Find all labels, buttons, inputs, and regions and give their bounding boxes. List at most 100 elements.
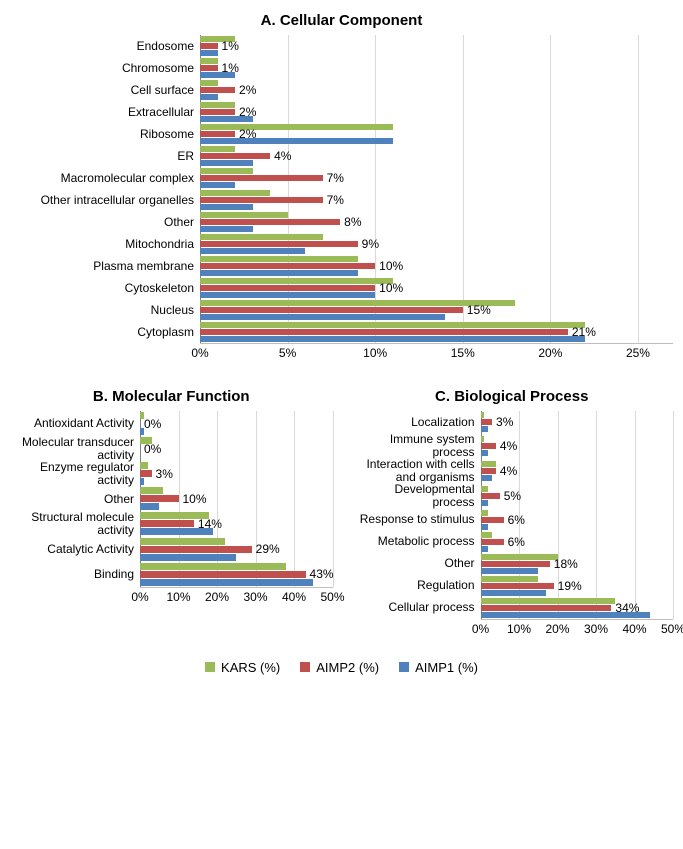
bar-group: 0% xyxy=(140,436,333,461)
category-label: Localization xyxy=(351,411,481,433)
bar-group: 10% xyxy=(200,277,673,299)
bar-track-aimp1 xyxy=(200,226,673,232)
category-label: Nucleus xyxy=(10,299,200,321)
bar-aimp2: 10% xyxy=(200,285,375,291)
bar-group: 9% xyxy=(200,233,673,255)
bar-kars xyxy=(481,461,496,467)
bar-track-kars xyxy=(200,300,673,306)
chart-molecular-function: B. Molecular Function Antioxidant Activi… xyxy=(10,388,333,606)
bar-track-kars xyxy=(200,322,673,328)
legend-label: AIMP1 (%) xyxy=(415,660,478,675)
bar-track-aimp1 xyxy=(481,568,674,574)
bar-group: 18% xyxy=(481,553,674,575)
category-label: Other xyxy=(10,211,200,233)
bar-kars xyxy=(200,146,235,152)
bar-group: 1% xyxy=(200,35,673,57)
bar-track-aimp2: 2% xyxy=(200,131,673,137)
bar-track-aimp2: 9% xyxy=(200,241,673,247)
category-row: Regulation19% xyxy=(351,575,674,597)
category-label: Other xyxy=(10,486,140,511)
bar-track-kars xyxy=(140,563,333,570)
bar-group: 7% xyxy=(200,167,673,189)
category-row: Immune system process4% xyxy=(351,433,674,458)
bar-aimp1 xyxy=(481,426,489,432)
bar-aimp1 xyxy=(481,568,539,574)
category-row: Plasma membrane10% xyxy=(10,255,673,277)
bar-group: 14% xyxy=(140,511,333,536)
bar-track-aimp2: 2% xyxy=(200,109,673,115)
bar-group: 8% xyxy=(200,211,673,233)
bar-group: 10% xyxy=(140,486,333,511)
category-label: Plasma membrane xyxy=(10,255,200,277)
bar-aimp2: 3% xyxy=(481,419,493,425)
legend-label: KARS (%) xyxy=(221,660,280,675)
category-label: Mitochondria xyxy=(10,233,200,255)
x-tick: 0% xyxy=(472,622,489,636)
bar-track-aimp2: 10% xyxy=(200,263,673,269)
bar-track-aimp1 xyxy=(200,336,673,342)
rows: Antioxidant Activity0%Molecular transduc… xyxy=(10,411,333,587)
category-row: Developmental process5% xyxy=(351,483,674,508)
bar-kars xyxy=(481,576,539,582)
category-row: Other8% xyxy=(10,211,673,233)
x-tick: 25% xyxy=(626,346,650,360)
bar-aimp2: 14% xyxy=(140,520,194,527)
x-tick: 20% xyxy=(538,346,562,360)
bar-track-aimp1 xyxy=(200,160,673,166)
bar-track-aimp2: 4% xyxy=(481,468,674,474)
bar-group: 6% xyxy=(481,509,674,531)
bar-aimp2: 18% xyxy=(481,561,550,567)
bar-track-kars xyxy=(140,487,333,494)
category-label: Catalytic Activity xyxy=(10,537,140,562)
bar-aimp2: 7% xyxy=(200,175,323,181)
bar-group: 7% xyxy=(200,189,673,211)
category-row: Cell surface2% xyxy=(10,79,673,101)
category-row: Molecular transducer activity0% xyxy=(10,436,333,461)
bar-aimp2: 4% xyxy=(481,443,496,449)
category-label: Antioxidant Activity xyxy=(10,411,140,436)
legend-item-aimp1: AIMP1 (%) xyxy=(399,660,478,675)
bar-aimp1 xyxy=(200,314,445,320)
bar-aimp1 xyxy=(200,116,253,122)
x-tick: 40% xyxy=(622,622,646,636)
category-row: Other intracellular organelles7% xyxy=(10,189,673,211)
bar-track-aimp1 xyxy=(481,450,674,456)
bar-track-aimp2: 1% xyxy=(200,43,673,49)
category-row: Cellular process34% xyxy=(351,597,674,619)
category-row: Mitochondria9% xyxy=(10,233,673,255)
rows: Endosome1%Chromosome1%Cell surface2%Extr… xyxy=(10,35,673,343)
bar-aimp1 xyxy=(481,590,546,596)
bar-kars xyxy=(481,532,493,538)
bar-group: 1% xyxy=(200,57,673,79)
bar-track-aimp2: 8% xyxy=(200,219,673,225)
bar-aimp1 xyxy=(200,226,253,232)
bar-kars xyxy=(200,256,358,262)
bar-group: 2% xyxy=(200,123,673,145)
bar-track-kars xyxy=(200,80,673,86)
bar-track-aimp2: 4% xyxy=(200,153,673,159)
bar-kars xyxy=(481,554,558,560)
x-tick: 30% xyxy=(243,590,267,604)
legend-label: AIMP2 (%) xyxy=(316,660,379,675)
category-row: Other10% xyxy=(10,486,333,511)
category-row: Localization3% xyxy=(351,411,674,433)
category-label: Metabolic process xyxy=(351,531,481,553)
x-tick: 20% xyxy=(205,590,229,604)
bar-aimp2: 15% xyxy=(200,307,463,313)
bar-track-aimp1 xyxy=(481,500,674,506)
bar-aimp1 xyxy=(200,138,393,144)
bar-kars xyxy=(481,436,485,442)
bar-track-kars xyxy=(200,190,673,196)
bar-track-aimp2: 34% xyxy=(481,605,674,611)
bar-kars xyxy=(200,102,235,108)
bar-track-kars xyxy=(200,102,673,108)
bar-track-aimp2: 14% xyxy=(140,520,333,527)
bar-aimp1 xyxy=(481,524,489,530)
bar-track-aimp1 xyxy=(481,612,674,618)
legend-item-kars: KARS (%) xyxy=(205,660,280,675)
bar-track-aimp2: 29% xyxy=(140,546,333,553)
category-row: Chromosome1% xyxy=(10,57,673,79)
bar-group: 2% xyxy=(200,79,673,101)
category-row: Metabolic process6% xyxy=(351,531,674,553)
bar-track-kars xyxy=(140,437,333,444)
